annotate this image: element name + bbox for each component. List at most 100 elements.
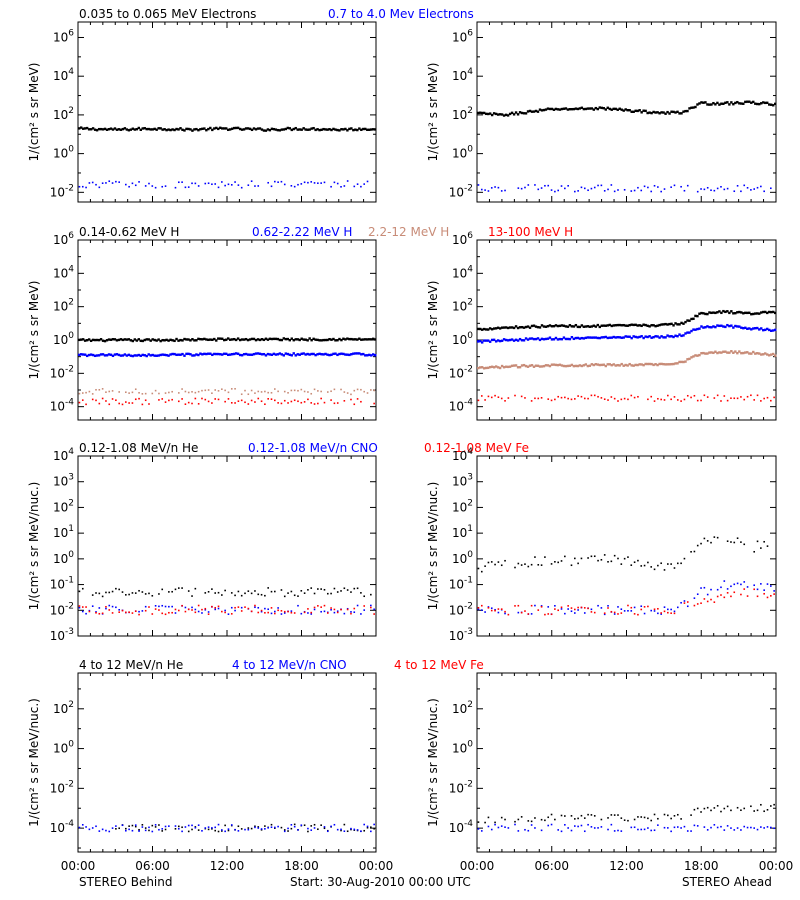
- data-point: [748, 311, 751, 314]
- data-point: [540, 109, 544, 112]
- data-point: [642, 109, 645, 112]
- data-point: [224, 830, 226, 833]
- data-point: [554, 190, 556, 193]
- data-point: [560, 107, 564, 111]
- data-point: [149, 354, 152, 357]
- data-point: [763, 592, 765, 595]
- data-point: [710, 103, 713, 106]
- x-tick-label: 18:00: [684, 859, 719, 873]
- data-point: [199, 337, 202, 341]
- data-point: [680, 334, 683, 338]
- data-point: [477, 184, 480, 186]
- data-point: [696, 544, 699, 547]
- data-point: [667, 563, 669, 565]
- data-point: [506, 365, 510, 369]
- data-point: [360, 830, 362, 833]
- data-point: [577, 190, 579, 192]
- data-point: [161, 338, 164, 342]
- data-point: [340, 352, 343, 355]
- data-point: [181, 339, 184, 342]
- data-point: [726, 540, 729, 542]
- data-point: [244, 352, 248, 356]
- data-point: [627, 398, 629, 401]
- data-point: [606, 324, 609, 327]
- data-point: [211, 128, 214, 132]
- data-point: [161, 604, 164, 607]
- data-point: [703, 826, 706, 828]
- data-point: [88, 610, 91, 613]
- y-tick-label: 104: [53, 447, 74, 463]
- data-point: [277, 390, 279, 393]
- y-tick-label: 10-1: [50, 576, 74, 592]
- data-point: [101, 182, 104, 185]
- data-point: [164, 613, 167, 616]
- data-point: [752, 350, 755, 354]
- data-point: [307, 589, 309, 591]
- data-point: [108, 403, 111, 406]
- y-tick-label: 100: [452, 740, 473, 756]
- data-point: [79, 338, 83, 341]
- data-point: [234, 126, 238, 130]
- data-point: [500, 190, 503, 192]
- data-point: [232, 352, 236, 356]
- data-point: [537, 609, 540, 611]
- data-point: [527, 613, 530, 615]
- data-point: [497, 561, 500, 563]
- data-point: [141, 826, 144, 828]
- data-point: [750, 313, 753, 316]
- data-point: [720, 311, 723, 315]
- data-point: [145, 127, 148, 131]
- data-point: [590, 555, 593, 558]
- data-point: [217, 390, 220, 392]
- data-point: [587, 813, 589, 816]
- data-point: [698, 102, 701, 105]
- data-point: [624, 363, 627, 367]
- data-point: [494, 563, 496, 566]
- data-point: [217, 607, 220, 610]
- data-point: [167, 128, 170, 131]
- data-point: [211, 588, 213, 590]
- data-point: [666, 323, 669, 326]
- data-point: [175, 337, 178, 341]
- data-point: [738, 102, 741, 105]
- data-point: [496, 339, 500, 342]
- data-point: [722, 309, 725, 313]
- data-point: [232, 126, 236, 130]
- data-point: [191, 402, 193, 405]
- data-point: [634, 109, 637, 112]
- data-point: [123, 338, 127, 341]
- data-point: [484, 328, 488, 331]
- y-tick-label: 10-2: [50, 183, 74, 199]
- data-point: [149, 339, 152, 342]
- data-point: [756, 312, 759, 315]
- data-point: [228, 338, 232, 341]
- data-point: [137, 126, 140, 130]
- data-point: [487, 561, 490, 564]
- data-point: [350, 827, 352, 830]
- data-point: [115, 587, 117, 590]
- data-point: [118, 608, 120, 611]
- data-point: [534, 364, 538, 367]
- data-point: [95, 592, 97, 594]
- data-point: [680, 601, 682, 604]
- data-point: [79, 353, 83, 356]
- data-point: [700, 311, 703, 315]
- data-point: [283, 830, 286, 833]
- data-point: [267, 611, 269, 614]
- data-point: [494, 186, 496, 188]
- data-point: [161, 185, 164, 188]
- y-tick-label: 106: [452, 231, 473, 247]
- data-point: [508, 365, 512, 368]
- data-point: [248, 353, 252, 356]
- data-point: [81, 353, 85, 356]
- data-point: [194, 608, 197, 611]
- data-point: [750, 328, 753, 331]
- data-point: [277, 181, 279, 183]
- data-point: [752, 100, 755, 104]
- data-point: [221, 594, 223, 596]
- data-point: [264, 825, 266, 827]
- data-point: [81, 606, 84, 608]
- data-point: [734, 101, 737, 105]
- data-point: [230, 613, 233, 615]
